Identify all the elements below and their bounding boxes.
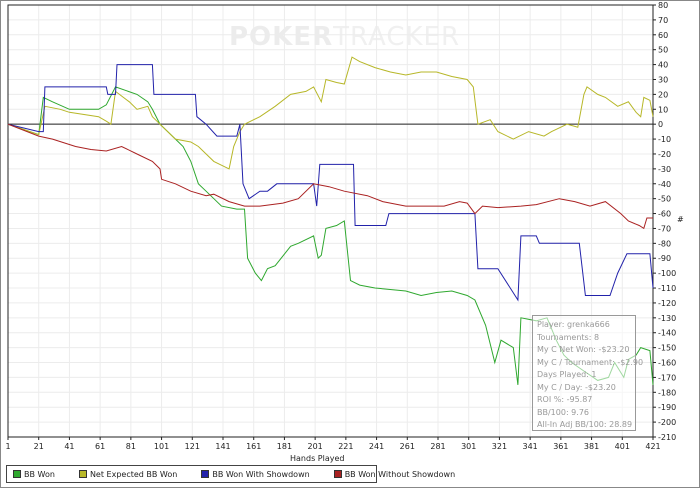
x-tick-label: 341 — [523, 442, 538, 451]
info-tournaments: Tournaments: 8 — [537, 332, 600, 342]
legend: BB Won Net Expected BB Won BB Won With Sho… — [6, 465, 455, 483]
legend-item[interactable]: BB Won — [13, 470, 55, 479]
y-tick-label: 30 — [658, 75, 668, 84]
x-tick-label: 201 — [308, 442, 323, 451]
x-tick-label: 401 — [615, 442, 630, 451]
y-tick-label: 50 — [658, 46, 668, 55]
y-tick-label: -140 — [658, 329, 676, 338]
y-tick-label: -120 — [658, 299, 676, 308]
legend-label: BB Won — [24, 469, 55, 479]
y-tick-label: -200 — [658, 418, 676, 427]
x-tick-label: 361 — [553, 442, 568, 451]
y-tick-label: -160 — [658, 359, 676, 368]
x-tick-label: 301 — [461, 442, 476, 451]
legend-item[interactable]: Net Expected BB Won — [78, 469, 178, 479]
y-tick-label: 0 — [658, 120, 663, 129]
y-tick-label: -60 — [658, 210, 671, 219]
legend-swatch — [201, 470, 210, 478]
y-tick-label: -80 — [658, 239, 671, 248]
y-tick-label: -10 — [658, 135, 671, 144]
legend-item[interactable]: BB Won With Showdown — [201, 469, 310, 479]
info-per-tournament: My C / Tournament: -$2.90 — [537, 357, 644, 367]
x-tick-label: 141 — [215, 442, 230, 451]
y-tick-label: 40 — [658, 61, 668, 70]
y-tick-label: -100 — [658, 269, 676, 278]
x-tick-label: 421 — [645, 442, 660, 451]
info-bb100: BB/100: 9.76 — [537, 407, 589, 417]
y-tick-label: 20 — [658, 90, 668, 99]
y-tick-label: -130 — [658, 314, 676, 323]
y-tick-label: 80 — [658, 1, 668, 10]
x-tick-label: 81 — [126, 442, 136, 451]
y-axis-label: # — [677, 215, 684, 224]
legend-label: Net Expected BB Won — [89, 469, 178, 479]
x-tick-label: 221 — [338, 442, 353, 451]
x-tick-label: 261 — [400, 442, 415, 451]
x-tick-label: 121 — [185, 442, 200, 451]
info-allin-bb100: All-In Adj BB/100: 28.89 — [537, 420, 633, 429]
info-days-played: Days Played: 1 — [537, 370, 597, 379]
legend-label: BB Won With Showdown — [212, 469, 310, 479]
info-per-day: My C / Day: -$23.20 — [537, 382, 616, 392]
y-tick-label: -150 — [658, 344, 676, 353]
x-tick-label: 241 — [369, 442, 384, 451]
x-tick-label: 321 — [492, 442, 507, 451]
legend-swatch — [78, 470, 87, 478]
y-tick-label: -30 — [658, 165, 671, 174]
info-player: Player: grenka666 — [537, 320, 610, 329]
y-tick-label: -20 — [658, 150, 671, 159]
y-tick-label: -40 — [658, 180, 671, 189]
y-tick-label: 70 — [658, 16, 668, 25]
legend-label: BB Won Without Showdown — [344, 469, 456, 479]
x-tick-label: 281 — [430, 442, 445, 451]
y-tick-label: 60 — [658, 31, 668, 40]
y-tick-label: -50 — [658, 195, 671, 204]
legend-item[interactable]: BB Won Without Showdown — [333, 469, 456, 479]
series-line-bb-won-with-showdown — [7, 64, 654, 302]
y-tick-label: 10 — [658, 105, 668, 114]
y-tick-label: -110 — [658, 284, 676, 293]
y-tick-label: -170 — [658, 373, 676, 382]
y-tick-label: -180 — [658, 388, 676, 397]
y-tick-label: -90 — [658, 254, 671, 263]
x-tick-label: 61 — [95, 442, 105, 451]
y-tick-label: -210 — [658, 433, 676, 442]
x-axis-label: Hands Played — [290, 454, 345, 463]
series-line-net-expected-bb-won — [7, 56, 654, 170]
x-tick-label: 181 — [277, 442, 292, 451]
legend-swatch — [13, 470, 21, 478]
info-net-won: My C Net Won: -$23.20 — [537, 345, 630, 354]
info-roi: ROI %: -95.87 — [537, 395, 593, 404]
y-tick-label: -190 — [658, 403, 676, 412]
legend-swatch — [333, 470, 342, 478]
x-tick-label: 1 — [5, 442, 10, 451]
stats-info-box: Player: grenka666 Tournaments: 8 My C Ne… — [532, 315, 644, 431]
x-tick-label: 21 — [34, 442, 44, 451]
x-tick-label: 41 — [64, 442, 74, 451]
series-line-bb-won-without-showdown — [7, 123, 653, 230]
y-tick-label: -70 — [658, 224, 671, 233]
x-tick-label: 161 — [246, 442, 261, 451]
plot-frame — [7, 4, 654, 438]
x-tick-label: 101 — [154, 442, 169, 451]
x-tick-label: 381 — [584, 442, 599, 451]
